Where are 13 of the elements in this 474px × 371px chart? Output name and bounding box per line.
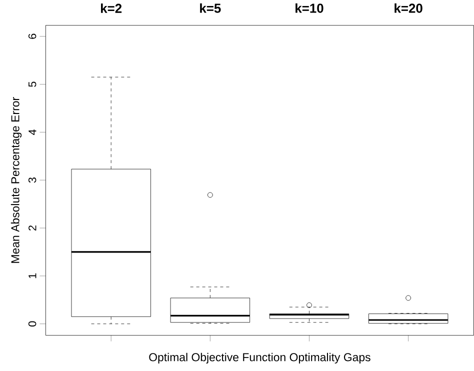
y-tick-label: 2 [28,225,36,230]
y-tick-label: 1 [28,273,36,278]
y-axis-title: Mean Absolute Percentage Error [10,96,22,263]
x-axis-title: Optimal Objective Function Optimality Gaps [149,352,370,364]
x-tick-label: k=10 [296,3,324,13]
y-tick-label: 6 [28,34,36,39]
y-tick-label: 3 [28,177,36,183]
x-tick-label: k=2 [101,3,122,13]
y-tick-label: 0 [28,321,36,326]
y-tick-label: 4 [28,129,36,135]
x-tick-label: k=5 [200,3,221,13]
y-tick-label: 5 [28,82,36,87]
x-tick-label: k=20 [394,3,422,13]
